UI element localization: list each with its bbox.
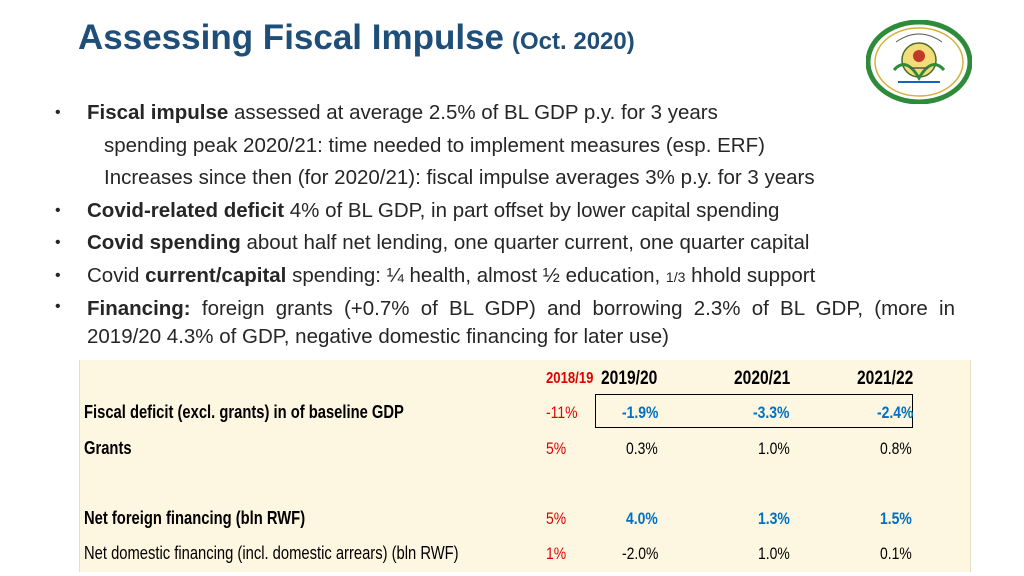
bullet-bold: current/capital xyxy=(145,263,287,287)
bullet-item: • Financing: foreign grants (+0.7% of BL … xyxy=(55,293,955,351)
bullet-bold: Fiscal impulse xyxy=(87,101,229,124)
title-main: Assessing Fiscal Impulse xyxy=(78,18,505,57)
rwanda-coat-of-arms-icon xyxy=(866,20,972,104)
bullet-icon: • xyxy=(55,201,61,219)
table-cell: -2.4% xyxy=(877,403,914,422)
bullet-text: about half net lending, one quarter curr… xyxy=(240,231,810,254)
table-cell: 1.5% xyxy=(880,509,912,528)
col-header-2021-22: 2021/22 xyxy=(857,368,914,389)
slide-title: Assessing Fiscal Impulse (Oct. 2020) xyxy=(78,18,635,58)
bullet-icon: • xyxy=(55,104,61,121)
bullet-bold: Financing: xyxy=(87,297,191,320)
table-cell: 0.8% xyxy=(880,439,912,458)
col-header-2019-20: 2019/20 xyxy=(601,368,658,389)
bullet-item: • Covid-related deficit 4% of BL GDP, in … xyxy=(55,195,955,228)
bullet-continuation: Increases since then (for 2020/21): fisc… xyxy=(104,166,815,189)
bullet-text: spending: ¼ health, almost ½ education, xyxy=(286,263,666,287)
table-cell: -1.9% xyxy=(622,403,659,422)
title-sub: (Oct. 2020) xyxy=(512,28,635,55)
bullet-text: foreign grants (+0.7% of BL GDP) and bor… xyxy=(87,297,955,348)
bullet-continuation: spending peak 2020/21: time needed to im… xyxy=(104,133,765,157)
col-header-2018-19: 2018/19 xyxy=(546,370,594,387)
bullet-text: Covid xyxy=(87,263,146,287)
bullet-icon: • xyxy=(55,234,61,251)
table-cell: 0.1% xyxy=(880,544,912,563)
bullet-text: hhold support xyxy=(685,263,816,287)
fraction-text: 1/3 xyxy=(665,268,686,285)
bullet-item: • Covid current/capital spending: ¼ healt… xyxy=(55,260,955,294)
bullet-item: • Covid spending about half net lending, … xyxy=(55,227,955,260)
table-cell: -2.0% xyxy=(622,544,659,563)
bullet-bold: Covid spending xyxy=(87,231,241,254)
table-cell: 0.3% xyxy=(626,439,658,458)
table-cell: 1.0% xyxy=(758,544,790,563)
bullet-list: • Fiscal impulse assessed at average 2.5%… xyxy=(55,97,955,351)
row-label-net-domestic-financing: Net domestic financing (incl. domestic a… xyxy=(84,543,459,563)
row-label-net-foreign-financing: Net foreign financing (bln RWF) xyxy=(84,508,306,528)
table-cell: 4.0% xyxy=(626,509,658,528)
bullet-bold: Covid-related deficit xyxy=(87,198,285,222)
table-cell: 5% xyxy=(546,439,567,458)
row-label-grants: Grants xyxy=(84,438,132,458)
bullet-icon: • xyxy=(55,266,61,284)
fiscal-table: 2018/19 2019/20 2020/21 2021/22 Fiscal d… xyxy=(79,360,971,572)
table-cell: 1.0% xyxy=(758,439,790,458)
bullet-text: assessed at average 2.5% of BL GDP p.y. … xyxy=(228,101,718,124)
row-label-fiscal-deficit: Fiscal deficit (excl. grants) in of base… xyxy=(84,402,404,422)
col-header-2020-21: 2020/21 xyxy=(734,368,791,389)
bullet-item: • Fiscal impulse assessed at average 2.5%… xyxy=(55,97,955,130)
bullet-icon: • xyxy=(55,298,61,315)
table-cell: 1% xyxy=(546,544,567,563)
highlight-box xyxy=(595,394,913,428)
table-cell: -3.3% xyxy=(753,403,790,422)
table-cell: 5% xyxy=(546,509,567,528)
table-cell: 1.3% xyxy=(758,509,790,528)
bullet-text: 4% of BL GDP, in part offset by lower ca… xyxy=(284,198,780,222)
table-cell: -11% xyxy=(546,403,578,422)
